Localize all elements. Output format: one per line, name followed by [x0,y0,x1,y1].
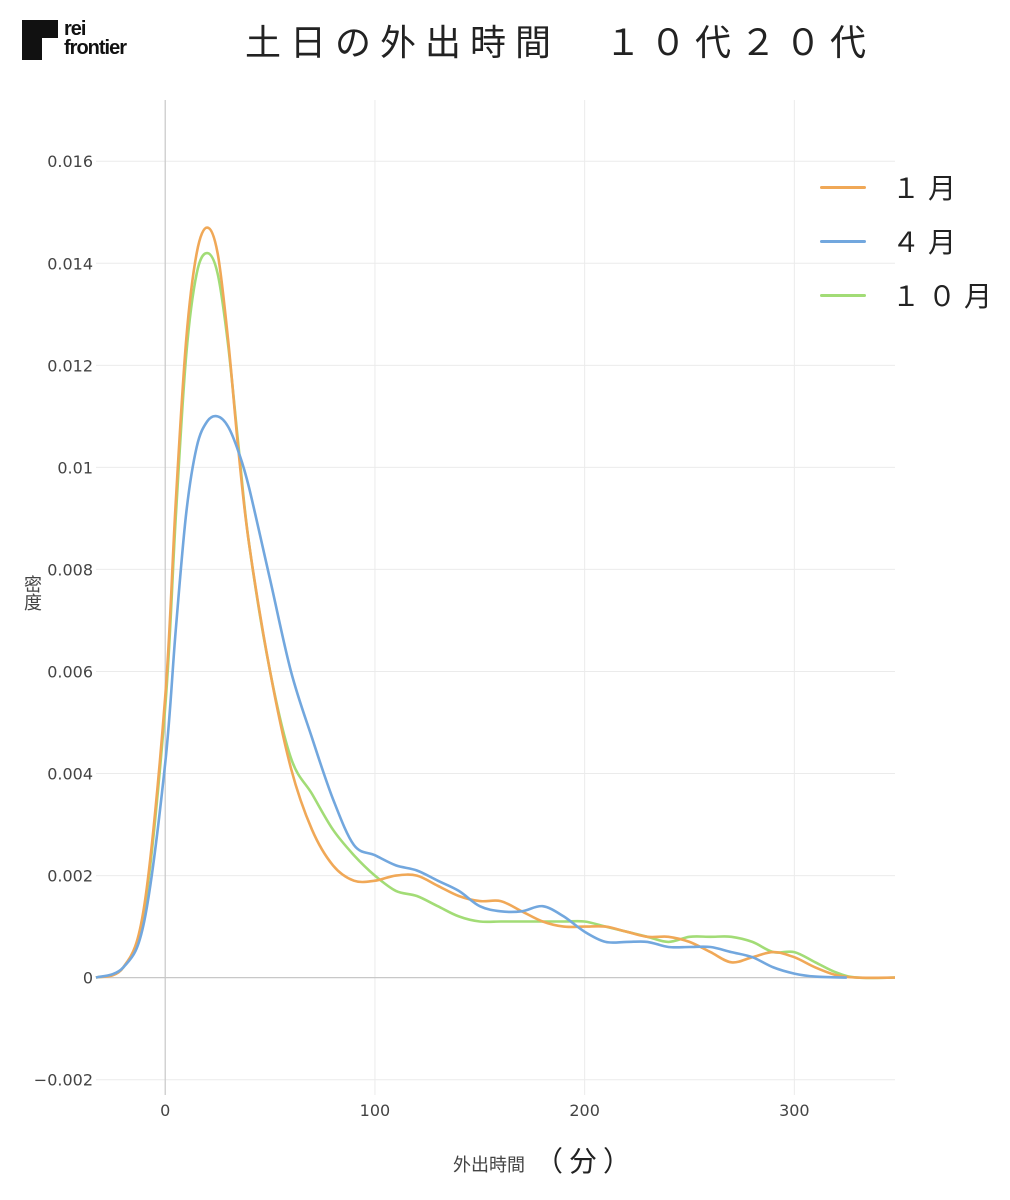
x-tick-label: 200 [569,1101,600,1120]
y-tick-label: 0.002 [47,867,93,886]
legend-item: ４月 [820,214,1000,268]
series-line-2 [95,414,847,979]
logo-text: rei frontier [64,18,127,59]
y-tick-label: 0.008 [47,560,93,579]
y-tick-label: 0.012 [47,356,93,375]
legend-label: １月 [892,172,965,205]
x-tick-label: 0 [160,1101,170,1120]
legend-swatch [820,293,866,297]
x-tick-label: 100 [360,1101,391,1120]
y-tick-label: 0 [83,969,93,988]
grid-lines [96,100,895,1095]
legend-label: １０月 [892,280,1001,313]
x-tick-label: 300 [779,1101,810,1120]
brand-logo: rei frontier [22,18,127,60]
legend-swatch [820,239,866,243]
logo-text-line2: frontier [64,37,127,59]
legend-item: １０月 [820,268,1000,322]
series-line-3 [95,251,896,980]
logo-mark-icon [22,20,58,60]
y-tick-label: 0.016 [47,152,93,171]
y-tick-label: 0.01 [57,458,93,477]
legend-swatch [820,185,866,189]
zero-axes [96,100,895,1095]
y-tick-label: 0.004 [47,765,93,784]
series-lines [95,226,896,980]
x-axis-label: 外出時間 （分） [453,1140,637,1180]
y-tick-label: −0.002 [34,1071,93,1090]
y-axis-label: 密度 [21,575,42,611]
tick-labels: 0 100 200 300 −0.002 0 0.002 0.004 0.006 0.008 0.0… [34,152,810,1120]
series-line-1 [95,226,896,980]
y-tick-label: 0.006 [47,662,93,681]
y-tick-label: 0.014 [47,254,93,273]
legend: １月 ４月 １０月 [820,160,1000,322]
legend-label: ４月 [892,226,965,259]
chart-title: 土日の外出時間 １０代２０代 [245,23,876,64]
legend-item: １月 [820,160,1000,214]
x-axis-label-text: 外出時間 [453,1155,525,1176]
logo-text-line1: rei [64,18,86,40]
x-axis-unit: （分） [535,1145,638,1178]
